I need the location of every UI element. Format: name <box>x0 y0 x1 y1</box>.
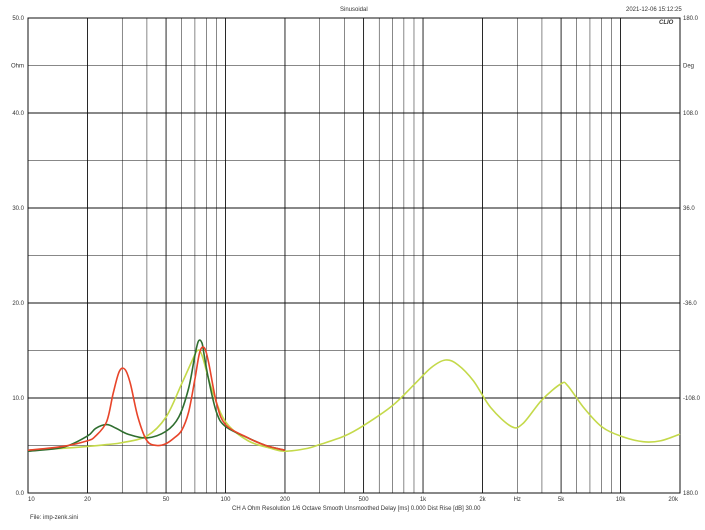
timestamp: 2021-12-06 15:12:25 <box>626 7 682 13</box>
y-tick-label: 50.0 <box>12 16 24 22</box>
x-tick-label: 5k <box>558 497 565 503</box>
x-tick-label: 20 <box>84 497 91 503</box>
x-tick-label: 100 <box>221 497 232 503</box>
y-tick-label: 10.0 <box>12 396 24 402</box>
series-line-2 <box>27 339 286 452</box>
y-tick-label: 20.0 <box>12 301 24 307</box>
y2-tick-label: -108.0 <box>683 396 701 402</box>
x-tick-label: 2k <box>479 497 486 503</box>
y2-tick-label: 180.0 <box>683 491 699 497</box>
clio-logo: CLIO <box>659 20 674 26</box>
y2-tick-label: 180.0 <box>683 16 699 22</box>
x-tick-label: 20k <box>668 497 679 503</box>
y2-axis-unit: Deg <box>683 64 694 70</box>
x-tick-label: 200 <box>280 497 291 503</box>
series-line-3 <box>27 346 286 452</box>
y-tick-label: 30.0 <box>12 206 24 212</box>
chart-title: Sinusoidal <box>340 7 368 13</box>
series-line-1 <box>27 349 681 452</box>
x-tick-label: 50 <box>163 497 170 503</box>
x-tick-label: Hz <box>514 497 521 503</box>
y-tick-label: 0.0 <box>16 491 25 497</box>
file-name: File: imp-zenk.sini <box>30 515 79 521</box>
x-tick-label: 10k <box>616 497 627 503</box>
y2-tick-label: -36.0 <box>683 301 697 307</box>
x-tick-label: 1k <box>420 497 427 503</box>
y-axis-unit: Ohm <box>11 64 24 70</box>
x-tick-label: 10 <box>28 497 35 503</box>
y2-tick-label: 108.0 <box>683 111 699 117</box>
y-tick-label: 40.0 <box>12 111 24 117</box>
x-tick-label: 500 <box>359 497 370 503</box>
settings-footer: CH A Ohm Resolution 1/6 Octave Smooth Un… <box>232 506 481 512</box>
y2-tick-label: 36.0 <box>683 206 695 212</box>
